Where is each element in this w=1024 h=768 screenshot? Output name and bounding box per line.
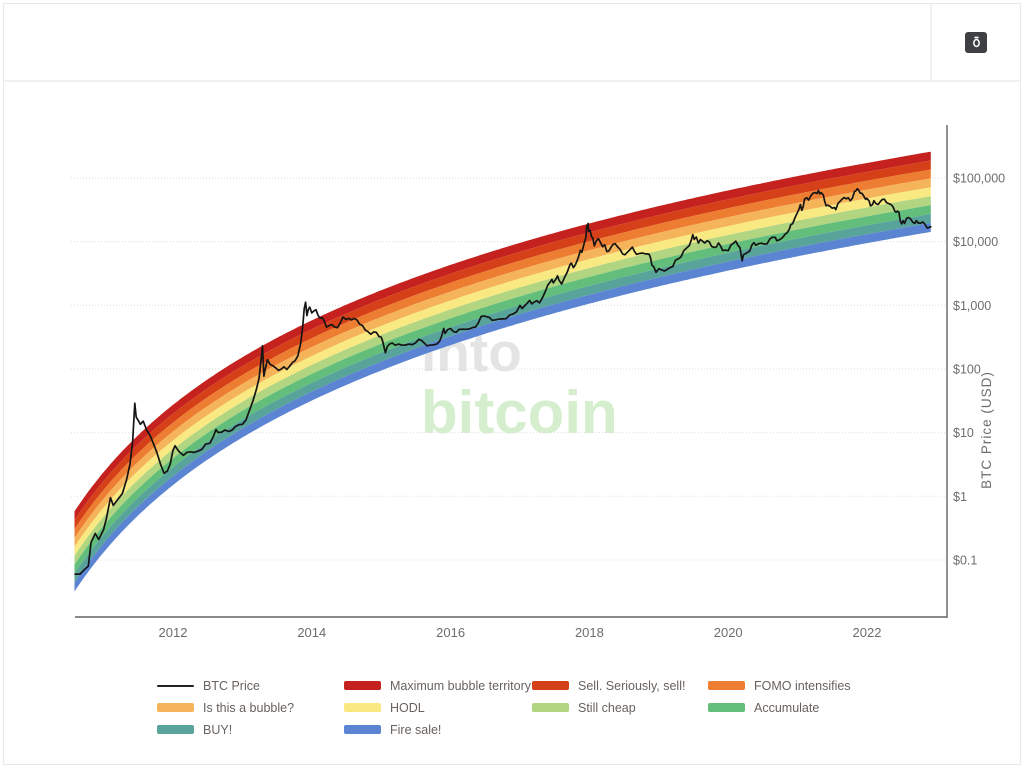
legend-item-buy[interactable]: BUY!	[157, 722, 344, 737]
legend-band-swatch	[344, 681, 381, 690]
y-tick-label: $1	[953, 490, 967, 504]
legend-item-btc-price[interactable]: BTC Price	[157, 678, 344, 693]
y-tick-label: $10,000	[953, 235, 998, 249]
toolbar	[4, 4, 1020, 82]
x-tick-label: 2014	[297, 625, 326, 640]
legend-label: Fire sale!	[390, 722, 442, 737]
y-tick-label: $1,000	[953, 299, 991, 313]
x-tick-label: 2016	[436, 625, 465, 640]
legend-label: Sell. Seriously, sell!	[578, 678, 686, 693]
x-tick-label: 2018	[575, 625, 604, 640]
legend-band-swatch	[708, 681, 745, 690]
legend-band-swatch	[532, 681, 569, 690]
page-frame: into bitcoin $100,000 $10,000 $1,000 $100 $1…	[3, 3, 1021, 765]
legend-band-swatch	[344, 725, 381, 734]
legend-label: Accumulate	[754, 700, 820, 715]
legend-band-swatch	[157, 703, 194, 712]
x-tick-label: 2012	[159, 625, 188, 640]
y-tick-label: $10	[953, 426, 974, 440]
legend-label: BTC Price	[203, 678, 260, 693]
legend-item-fire-sale[interactable]: Fire sale!	[344, 722, 532, 737]
legend-item-still-cheap[interactable]: Still cheap	[532, 700, 708, 715]
legend-item-accumulate[interactable]: Accumulate	[708, 700, 908, 715]
download-chart-button[interactable]	[965, 31, 987, 53]
y-axis-title: BTC Price (USD)	[979, 371, 994, 489]
rainbow-chart: into bitcoin $100,000 $10,000 $1,000 $100 $1…	[4, 82, 1018, 762]
legend-label: BUY!	[203, 722, 233, 737]
y-tick-label: $100	[953, 362, 981, 376]
legend-label: Maximum bubble territory	[390, 678, 532, 693]
legend-item-is-this-a-bubble[interactable]: Is this a bubble?	[157, 700, 344, 715]
plot-canvas[interactable]: $100,000 $10,000 $1,000 $100 $10 $1 $0.1 2012 20…	[4, 82, 1016, 657]
legend-item-sell-seriously-sell[interactable]: Sell. Seriously, sell!	[532, 678, 708, 693]
legend-item-maximum-bubble-territory[interactable]: Maximum bubble territory	[344, 678, 532, 693]
legend-band-swatch	[157, 725, 194, 734]
y-tick-label: $0.1	[953, 553, 977, 567]
x-tick-label: 2022	[853, 625, 882, 640]
legend-band-swatch	[344, 703, 381, 712]
legend-label: FOMO intensifies	[754, 678, 851, 693]
legend-item-hodl[interactable]: HODL	[344, 700, 532, 715]
legend: BTC Price Maximum bubble territory Sell. S…	[157, 678, 908, 737]
x-tick-label: 2020	[714, 625, 743, 640]
legend-item-fomo-intensifies[interactable]: FOMO intensifies	[708, 678, 908, 693]
legend-label: HODL	[390, 700, 425, 715]
legend-band-swatch	[708, 703, 745, 712]
camera-icon	[972, 36, 980, 47]
legend-line-swatch	[157, 684, 194, 687]
toolbar-right-cell	[930, 4, 1020, 80]
legend-label: Is this a bubble?	[203, 700, 295, 715]
legend-label: Still cheap	[578, 700, 636, 715]
y-tick-label: $100,000	[953, 171, 1005, 185]
btc-price-line	[74, 187, 932, 575]
legend-band-swatch	[532, 703, 569, 712]
